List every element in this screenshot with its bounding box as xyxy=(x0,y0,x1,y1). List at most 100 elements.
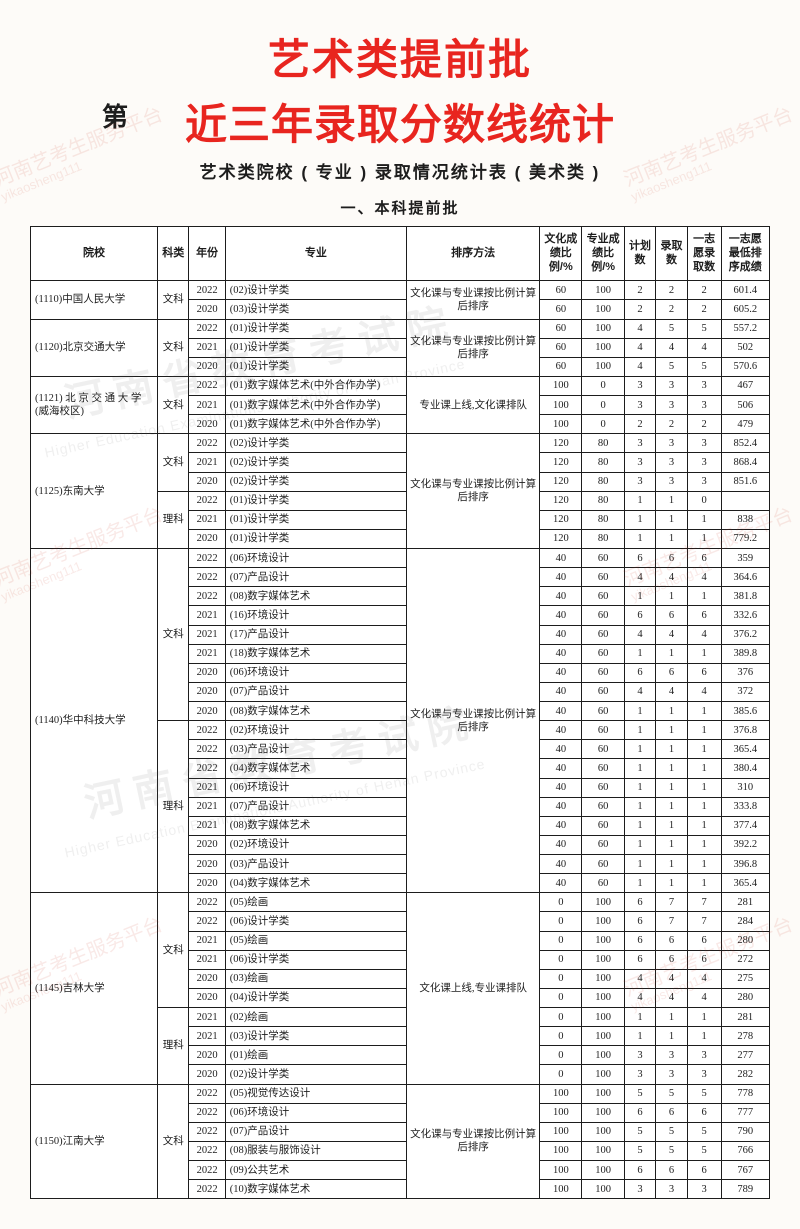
cell-major: (07)产品设计 xyxy=(225,797,406,816)
cell-value: 389.8 xyxy=(721,644,769,663)
cell-year: 2021 xyxy=(189,950,225,969)
cell-value: 280 xyxy=(721,988,769,1007)
admission-table: 院校 科类 年份 专业 排序方法 文化成绩比例/% 专业成绩比例/% 计划数 录… xyxy=(30,226,770,1199)
cell-value: 601.4 xyxy=(721,281,769,300)
cell-value: 1 xyxy=(624,529,655,548)
cell-major: (06)设计学类 xyxy=(225,950,406,969)
cell-year: 2020 xyxy=(189,702,225,721)
cell-value: 1 xyxy=(687,835,721,854)
cell-year: 2020 xyxy=(189,529,225,548)
cell-value: 60 xyxy=(540,300,582,319)
cell-method: 专业课上线,文化课排队 xyxy=(407,376,540,433)
cell-major: (01)设计学类 xyxy=(225,529,406,548)
cell-value: 60 xyxy=(540,281,582,300)
cell-value: 5 xyxy=(656,357,687,376)
cell-value: 1 xyxy=(656,816,687,835)
cell-value: 0 xyxy=(540,931,582,950)
cell-value: 1 xyxy=(624,855,655,874)
cell-subject: 文科 xyxy=(157,1084,188,1199)
cell-subject: 理科 xyxy=(157,721,188,893)
cell-value: 6 xyxy=(687,950,721,969)
col-subject: 科类 xyxy=(157,227,188,281)
cell-value: 1 xyxy=(656,529,687,548)
cell-major: (01)设计学类 xyxy=(225,319,406,338)
cell-value: 100 xyxy=(582,319,624,338)
cell-value: 40 xyxy=(540,549,582,568)
cell-value: 2 xyxy=(624,300,655,319)
cell-value: 1 xyxy=(624,759,655,778)
cell-value: 5 xyxy=(687,319,721,338)
cell-value: 40 xyxy=(540,797,582,816)
cell-value: 479 xyxy=(721,415,769,434)
cell-year: 2020 xyxy=(189,835,225,854)
cell-subject: 文科 xyxy=(157,281,188,319)
cell-value: 4 xyxy=(656,625,687,644)
cell-value: 60 xyxy=(582,549,624,568)
cell-value: 1 xyxy=(624,797,655,816)
cell-value: 6 xyxy=(624,912,655,931)
cell-year: 2020 xyxy=(189,855,225,874)
cell-subject: 文科 xyxy=(157,549,188,721)
cell-value: 60 xyxy=(582,816,624,835)
cell-value: 377.4 xyxy=(721,816,769,835)
cell-value: 1 xyxy=(624,816,655,835)
cell-value: 40 xyxy=(540,568,582,587)
cell-value: 365.4 xyxy=(721,740,769,759)
cell-value: 60 xyxy=(582,568,624,587)
cell-value: 851.6 xyxy=(721,472,769,491)
cell-major: (06)环境设计 xyxy=(225,549,406,568)
cell-subject: 文科 xyxy=(157,376,188,433)
cell-value: 40 xyxy=(540,663,582,682)
cell-year: 2022 xyxy=(189,721,225,740)
cell-value: 100 xyxy=(582,1103,624,1122)
cell-value: 3 xyxy=(687,396,721,415)
cell-value: 6 xyxy=(687,549,721,568)
cell-value: 1 xyxy=(624,721,655,740)
cell-value: 60 xyxy=(582,682,624,701)
cell-value: 4 xyxy=(687,988,721,1007)
cell-value: 3 xyxy=(624,376,655,395)
cell-major: (03)设计学类 xyxy=(225,1027,406,1046)
cell-value: 60 xyxy=(582,855,624,874)
cell-value: 1 xyxy=(656,759,687,778)
cell-value: 1 xyxy=(624,1027,655,1046)
cell-major: (18)数字媒体艺术 xyxy=(225,644,406,663)
cell-value: 7 xyxy=(687,893,721,912)
cell-value: 778 xyxy=(721,1084,769,1103)
cell-value: 4 xyxy=(687,625,721,644)
cell-value: 1 xyxy=(687,759,721,778)
cell-value: 120 xyxy=(540,434,582,453)
cell-value: 6 xyxy=(687,931,721,950)
cell-value: 3 xyxy=(624,434,655,453)
cell-value: 4 xyxy=(624,969,655,988)
cell-value: 570.6 xyxy=(721,357,769,376)
cell-value: 4 xyxy=(656,568,687,587)
cell-value: 6 xyxy=(656,549,687,568)
cell-major: (07)产品设计 xyxy=(225,1122,406,1141)
cell-value: 100 xyxy=(582,988,624,1007)
cell-value: 3 xyxy=(687,376,721,395)
cell-year: 2021 xyxy=(189,778,225,797)
cell-value: 120 xyxy=(540,510,582,529)
cell-major: (04)数字媒体艺术 xyxy=(225,874,406,893)
cell-year: 2022 xyxy=(189,434,225,453)
cell-year: 2021 xyxy=(189,931,225,950)
cell-value: 5 xyxy=(687,1084,721,1103)
cell-major: (06)环境设计 xyxy=(225,1103,406,1122)
cell-value: 120 xyxy=(540,529,582,548)
cell-value: 4 xyxy=(687,682,721,701)
cell-value: 3 xyxy=(687,1065,721,1084)
cell-value: 100 xyxy=(582,969,624,988)
cell-value: 40 xyxy=(540,835,582,854)
cell-value: 852.4 xyxy=(721,434,769,453)
cell-value: 6 xyxy=(624,950,655,969)
cell-value: 60 xyxy=(540,319,582,338)
cell-value: 1 xyxy=(624,510,655,529)
cell-value: 100 xyxy=(540,396,582,415)
cell-method: 文化课与专业课按比例计算后排序 xyxy=(407,281,540,319)
cell-value: 376.2 xyxy=(721,625,769,644)
cell-major: (05)视觉传达设计 xyxy=(225,1084,406,1103)
cell-value: 0 xyxy=(540,1046,582,1065)
cell-value: 332.6 xyxy=(721,606,769,625)
cell-value: 100 xyxy=(540,1084,582,1103)
